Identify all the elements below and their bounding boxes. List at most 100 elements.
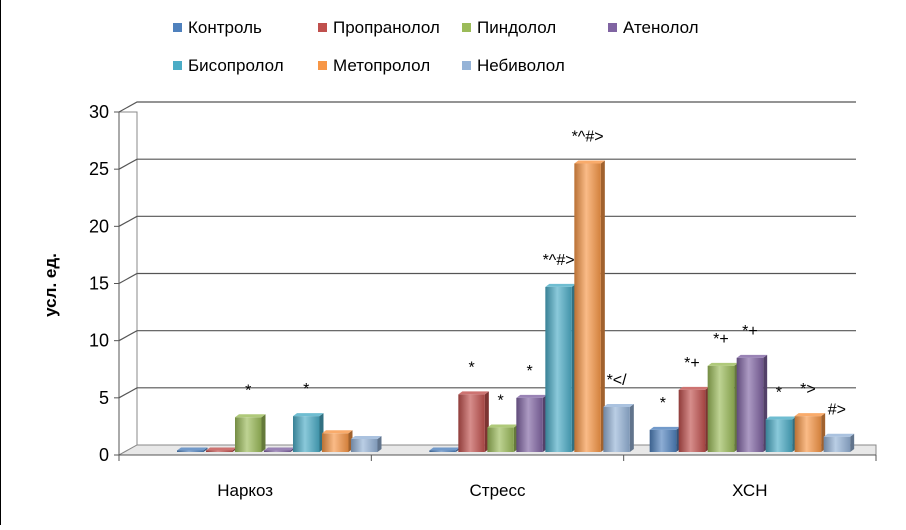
bar-top: [707, 362, 739, 366]
bar-front: [458, 394, 485, 452]
legend-swatch: [462, 61, 471, 70]
legend-item: Пропранолол: [318, 18, 440, 37]
bar-top: [823, 433, 855, 437]
bar: [177, 447, 208, 452]
bar-front: [736, 357, 764, 452]
bar-front: [603, 406, 630, 452]
bar-annotation: *: [468, 359, 474, 376]
bar-top: [736, 354, 768, 358]
bar-annotation: *: [303, 381, 309, 398]
bar-annotation: *: [497, 393, 503, 410]
bar-top: [765, 416, 797, 420]
gridline: [118, 158, 856, 170]
y-axis-label: усл. ед.: [41, 253, 60, 317]
bar: [293, 413, 324, 452]
bar-annotation: *+: [684, 355, 700, 372]
legend-swatch: [462, 23, 471, 32]
legend: Контроль Пропранолол Пиндолол Атенолол Бисоп…: [173, 18, 699, 75]
bar: [794, 413, 826, 452]
bar: [429, 447, 460, 452]
bar: [322, 430, 353, 452]
bar-front: [794, 416, 822, 452]
bar-front: [293, 416, 320, 452]
legend-item: Атенолол: [608, 18, 699, 37]
bar-front: [429, 450, 456, 452]
gridline: [118, 272, 856, 285]
bar-top: [351, 435, 382, 439]
bar-top: [649, 426, 681, 430]
bar-side: [261, 414, 266, 452]
gridline: [118, 387, 856, 399]
legend-item: Пиндолол: [462, 18, 556, 37]
bar-top: [574, 160, 605, 164]
legend-item: Бисопролол: [173, 56, 284, 75]
bar: [206, 447, 237, 452]
legend-label: Метопролол: [333, 56, 430, 75]
bar-front: [707, 365, 735, 452]
bar-top: [678, 386, 710, 390]
gridline: [118, 330, 856, 342]
y-tick-label: 5: [99, 388, 109, 408]
bar-annotation: *^#>: [572, 128, 604, 145]
bar-front: [545, 286, 572, 452]
gridlines: [118, 101, 856, 399]
bar-top: [794, 413, 826, 417]
bar: [574, 160, 605, 452]
bar-front: [823, 436, 851, 452]
y-axis-ticks: 0 5 10 15 20 25 30: [89, 102, 120, 465]
y-tick-label: 20: [89, 216, 109, 236]
bar-annotation: *: [776, 385, 782, 402]
legend-label: Пропранолол: [333, 18, 440, 37]
bar-front: [177, 450, 204, 452]
left-frame-border: [0, 0, 1, 525]
gridline: [118, 215, 856, 227]
bars: [177, 160, 855, 452]
bar-top: [516, 394, 547, 398]
bar-top: [293, 413, 324, 417]
bar-annotation: *: [245, 382, 251, 399]
bar-front: [678, 389, 706, 452]
bar: [649, 426, 681, 452]
bar: [235, 414, 266, 452]
bar-annotation: *: [660, 395, 666, 412]
bar-top: [235, 414, 266, 418]
legend-label: Бисопролол: [188, 56, 284, 75]
y-tick-label: 15: [89, 274, 109, 294]
bar-front: [264, 450, 291, 452]
bar-front: [765, 419, 793, 452]
bar-front: [235, 417, 262, 452]
bar-top: [545, 283, 576, 287]
x-tick-label: Стресс: [470, 481, 526, 500]
bar-front: [351, 438, 378, 452]
bar-annotation: *>: [800, 381, 816, 398]
legend-swatch: [318, 23, 327, 32]
bar: [516, 394, 547, 452]
bar: [545, 283, 576, 452]
bar-top: [322, 430, 353, 434]
bar-side: [377, 435, 382, 452]
annotations: * * * * * *^#> *^#> *</ * *+ *+ *+ * *> #>: [245, 128, 846, 418]
y-tick-label: 30: [89, 102, 109, 122]
bar-front: [487, 427, 514, 452]
x-tick-label: Наркоз: [217, 481, 273, 500]
legend-label: Атенолол: [623, 18, 699, 37]
bar-annotation: *</: [607, 372, 628, 389]
bar: [264, 447, 295, 452]
bar-top: [487, 424, 518, 428]
y-tick-label: 10: [89, 331, 109, 351]
bar-top: [429, 447, 460, 451]
left-wall: [118, 111, 138, 456]
bar: [765, 416, 797, 452]
bar-top: [458, 391, 489, 395]
y-tick-label: 0: [99, 445, 109, 465]
bar-annotation: *^#>: [543, 252, 575, 269]
bar-side: [203, 447, 208, 452]
bar: [736, 354, 768, 452]
bar-top: [206, 447, 237, 451]
bar-front: [206, 450, 233, 452]
legend-label: Контроль: [188, 18, 262, 37]
x-tick-label: ХСН: [732, 481, 767, 500]
legend-label: Пиндолол: [477, 18, 556, 37]
